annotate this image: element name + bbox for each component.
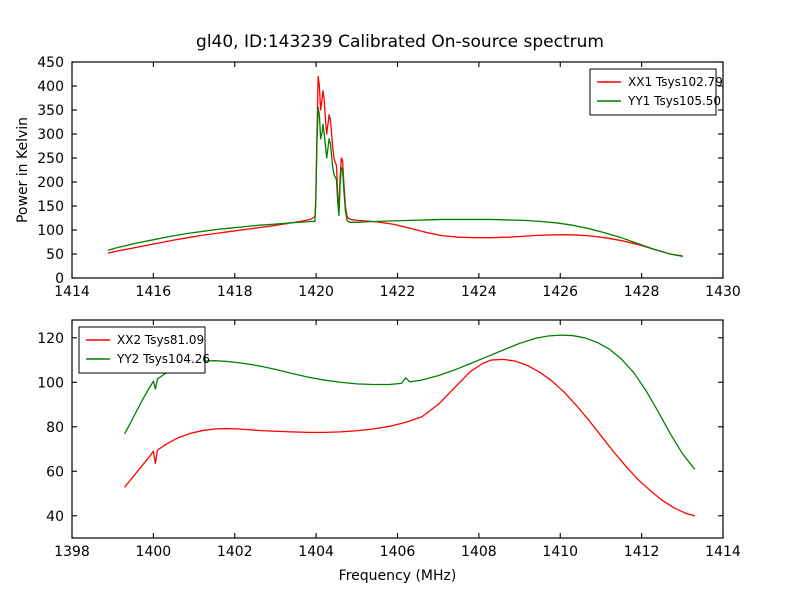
x-tick-label: 1402 [217, 544, 253, 560]
legend: XX1 Tsys102.79 YY1 Tsys105.50 [589, 68, 723, 116]
y-tick-label: 200 [37, 175, 64, 191]
x-tick-label: 1414 [705, 544, 741, 560]
legend: XX2 Tsys81.09 YY2 Tsys104.26 [78, 326, 210, 374]
x-tick-label: 1414 [54, 284, 90, 300]
legend-label: YY1 Tsys105.50 [627, 94, 721, 108]
legend-box [589, 68, 717, 116]
x-tick-label: 1426 [542, 284, 578, 300]
y-tick-label: 120 [37, 331, 64, 347]
x-tick-label: 1418 [217, 284, 253, 300]
x-tick-label: 1410 [542, 544, 578, 560]
x-tick-label: 1412 [624, 544, 660, 560]
legend-label: XX1 Tsys102.79 [628, 75, 723, 89]
x-tick-label: 1406 [380, 544, 416, 560]
y-tick-label: 400 [37, 79, 64, 95]
y-tick-label: 250 [37, 151, 64, 167]
bottom-panel: 1398 1400 1402 1404 1406 1408 1410 1412 1414 40 60… [37, 319, 741, 584]
y-tick-label: 150 [37, 199, 64, 215]
y-tick-label: 60 [46, 464, 64, 480]
y-tick-label: 300 [37, 127, 64, 143]
x-tick-label: 1424 [461, 284, 497, 300]
trace-yy1 [107, 106, 683, 258]
x-tick-label: 1420 [298, 284, 334, 300]
legend-box [78, 326, 206, 374]
y-tick-label: 50 [46, 247, 64, 263]
x-axis-label: Frequency (MHz) [339, 568, 457, 584]
legend-label: YY2 Tsys104.26 [116, 352, 210, 366]
trace-xx2 [124, 358, 696, 517]
trace-xx1 [107, 75, 683, 257]
y-axis-label: Power in Kelvin [15, 117, 31, 223]
y-tick-label: 350 [37, 103, 64, 119]
top-panel: 1414 1416 1418 1420 1422 1424 1426 1428 1430 0 50 1… [15, 55, 741, 300]
y-tick-label: 80 [46, 420, 64, 436]
x-tick-label: 1398 [54, 544, 90, 560]
x-tick-label: 1430 [705, 284, 741, 300]
y-tick-label: 100 [37, 223, 64, 239]
x-tick-label: 1416 [136, 284, 172, 300]
page-title: gl40, ID:143239 Calibrated On-source spe… [196, 32, 604, 52]
x-tick-label: 1404 [298, 544, 334, 560]
y-tick-label: 0 [55, 271, 64, 287]
y-tick-label: 100 [37, 375, 64, 391]
legend-label: XX2 Tsys81.09 [117, 333, 204, 347]
x-tick-label: 1408 [461, 544, 497, 560]
x-tick-label: 1422 [380, 284, 416, 300]
x-tick-label: 1428 [624, 284, 660, 300]
y-tick-label: 40 [46, 509, 64, 525]
x-tick-label: 1400 [136, 544, 172, 560]
y-tick-label: 450 [37, 55, 64, 71]
